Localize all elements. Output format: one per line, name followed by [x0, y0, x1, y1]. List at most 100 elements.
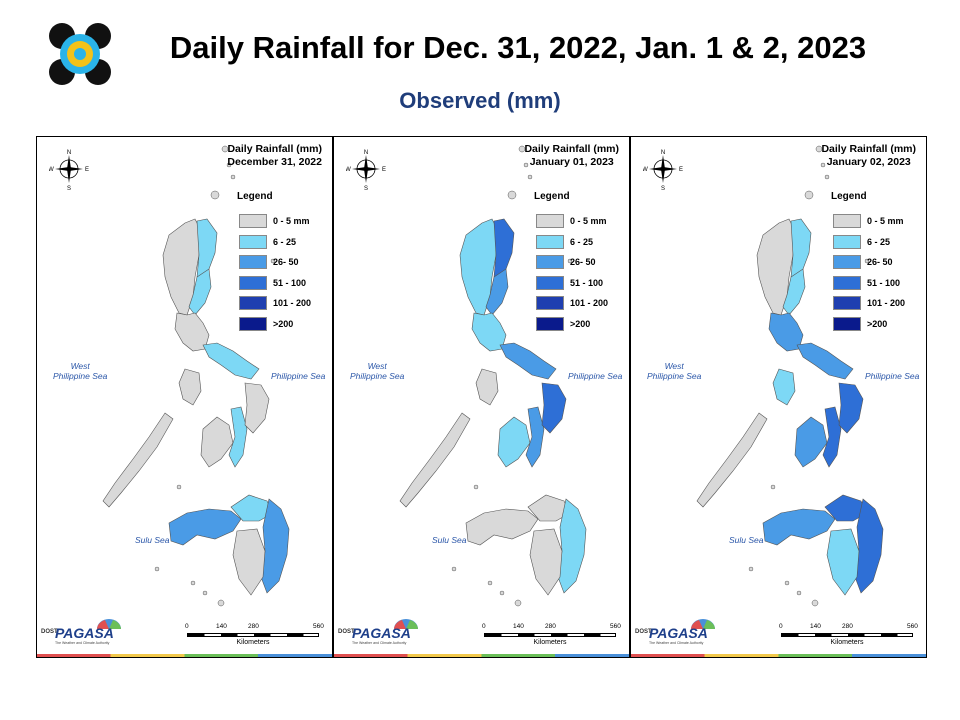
dost-label: DOST	[338, 629, 355, 635]
rainfall-map-panel-3: N S W E Daily Rainfall (mm) January 02, …	[630, 136, 927, 658]
svg-text:S: S	[364, 186, 368, 191]
legend-swatch	[833, 234, 861, 249]
pagasa-name: PAGASA	[55, 625, 114, 641]
region-samar	[244, 382, 270, 434]
region-visayas-west	[794, 416, 828, 468]
region-mindanao-west	[762, 508, 836, 546]
scale-tick-label: 0	[482, 623, 486, 630]
region-mindoro	[178, 368, 202, 406]
islet	[567, 258, 573, 264]
region-visayas-east	[228, 406, 248, 468]
panel-date: December 31, 2022	[227, 156, 322, 168]
islet	[190, 580, 196, 586]
scale-bar-graphic	[187, 633, 319, 637]
pagasa-name: PAGASA	[649, 625, 708, 641]
region-cagayan	[188, 268, 212, 316]
legend-item: 0 - 5 mm	[536, 211, 608, 232]
panel-title: Daily Rainfall (mm) January 02, 2023	[821, 143, 916, 169]
legend-label: 26- 50	[867, 257, 893, 268]
sulu-sea-label: Sulu Sea	[432, 535, 467, 545]
islet	[217, 599, 225, 607]
islet	[226, 162, 232, 168]
legend-item: 0 - 5 mm	[239, 211, 311, 232]
legend-item: 51 - 100	[536, 273, 608, 294]
region-mindanao-east	[854, 498, 884, 594]
sulu-sea-label: Sulu Sea	[729, 535, 764, 545]
scale-tick-label: 0	[779, 623, 783, 630]
legend-item: >200	[833, 314, 905, 335]
region-visayas-east	[525, 406, 545, 468]
scale-tick-label: 280	[248, 623, 259, 630]
legend-item: 26- 50	[833, 252, 905, 273]
scale-tick-label: 280	[842, 623, 853, 630]
color-stripe	[334, 654, 629, 657]
legend-label: >200	[273, 318, 294, 329]
scale-bar: 0 140 280 560 Kilometers	[185, 623, 325, 649]
philippine-sea-label: Philippine Sea	[271, 371, 326, 381]
legend-label: 101 - 200	[570, 298, 609, 309]
svg-text:E: E	[679, 167, 683, 173]
legend-swatch	[833, 316, 861, 331]
philippine-sea-label: Philippine Sea	[568, 371, 623, 381]
region-mindanao-south	[529, 528, 563, 596]
islet	[518, 145, 526, 153]
islet	[748, 566, 754, 572]
west-philippine-sea-label: West Philippine Sea	[350, 361, 405, 381]
dost-label: DOST	[635, 629, 652, 635]
legend-label: 51 - 100	[867, 277, 901, 288]
svg-text:S: S	[661, 186, 665, 191]
legend-swatch	[239, 316, 267, 331]
region-mindoro	[772, 368, 796, 406]
islet	[820, 162, 826, 168]
legend-item: 26- 50	[536, 252, 608, 273]
panel-title-line1: Daily Rainfall (mm)	[227, 143, 322, 155]
islet	[451, 566, 457, 572]
sulu-sea-label: Sulu Sea	[135, 535, 170, 545]
svg-text:W: W	[49, 167, 54, 173]
compass-rose-icon: N S W E	[346, 150, 386, 191]
svg-text:E: E	[382, 167, 386, 173]
panel-date: January 01, 2023	[529, 156, 614, 168]
legend-label: 0 - 5 mm	[570, 216, 607, 227]
philippines-map	[399, 145, 587, 607]
region-palawan	[102, 412, 174, 508]
scale-tick-label: 140	[216, 623, 227, 630]
legend-label: 51 - 100	[273, 277, 307, 288]
color-stripe	[37, 654, 332, 657]
islet	[824, 174, 830, 180]
legend-swatch	[239, 255, 267, 270]
islet	[176, 484, 182, 490]
region-bicol	[796, 342, 854, 380]
islet	[473, 484, 479, 490]
compass-rose-icon: N S W E	[643, 150, 683, 191]
legend-swatch	[833, 214, 861, 229]
islet	[202, 590, 208, 596]
legend-swatch	[536, 234, 564, 249]
islet	[270, 258, 276, 264]
svg-text:N: N	[364, 150, 368, 156]
islet	[523, 162, 529, 168]
legend-swatch	[536, 296, 564, 311]
region-palawan	[696, 412, 768, 508]
legend-swatch	[833, 296, 861, 311]
pagasa-tagline: The Weather and Climate Authority	[55, 641, 110, 645]
region-mindanao-east	[557, 498, 587, 594]
rainfall-map-panel-1: N S W E Daily Rainfall (mm) December 31,…	[36, 136, 333, 658]
legend-swatch	[536, 255, 564, 270]
legend-label: 26- 50	[570, 257, 596, 268]
legend-item: 51 - 100	[239, 273, 311, 294]
compass-rose-icon: N S W E	[49, 150, 89, 191]
scale-tick-label: 280	[545, 623, 556, 630]
scale-bar-graphic	[484, 633, 616, 637]
region-palawan	[399, 412, 471, 508]
color-stripe	[631, 654, 926, 657]
legend-label: 101 - 200	[273, 298, 312, 309]
region-samar	[838, 382, 864, 434]
islet	[514, 599, 522, 607]
scale-bar: 0 140 280 560 Kilometers	[482, 623, 622, 649]
pagasa-logo: DOST PAGASA The Weather and Climate Auth…	[41, 617, 121, 651]
region-central-luzon	[768, 312, 804, 352]
region-bicol	[499, 342, 557, 380]
legend-label: 26- 50	[273, 257, 299, 268]
region-mindanao-east	[260, 498, 290, 594]
